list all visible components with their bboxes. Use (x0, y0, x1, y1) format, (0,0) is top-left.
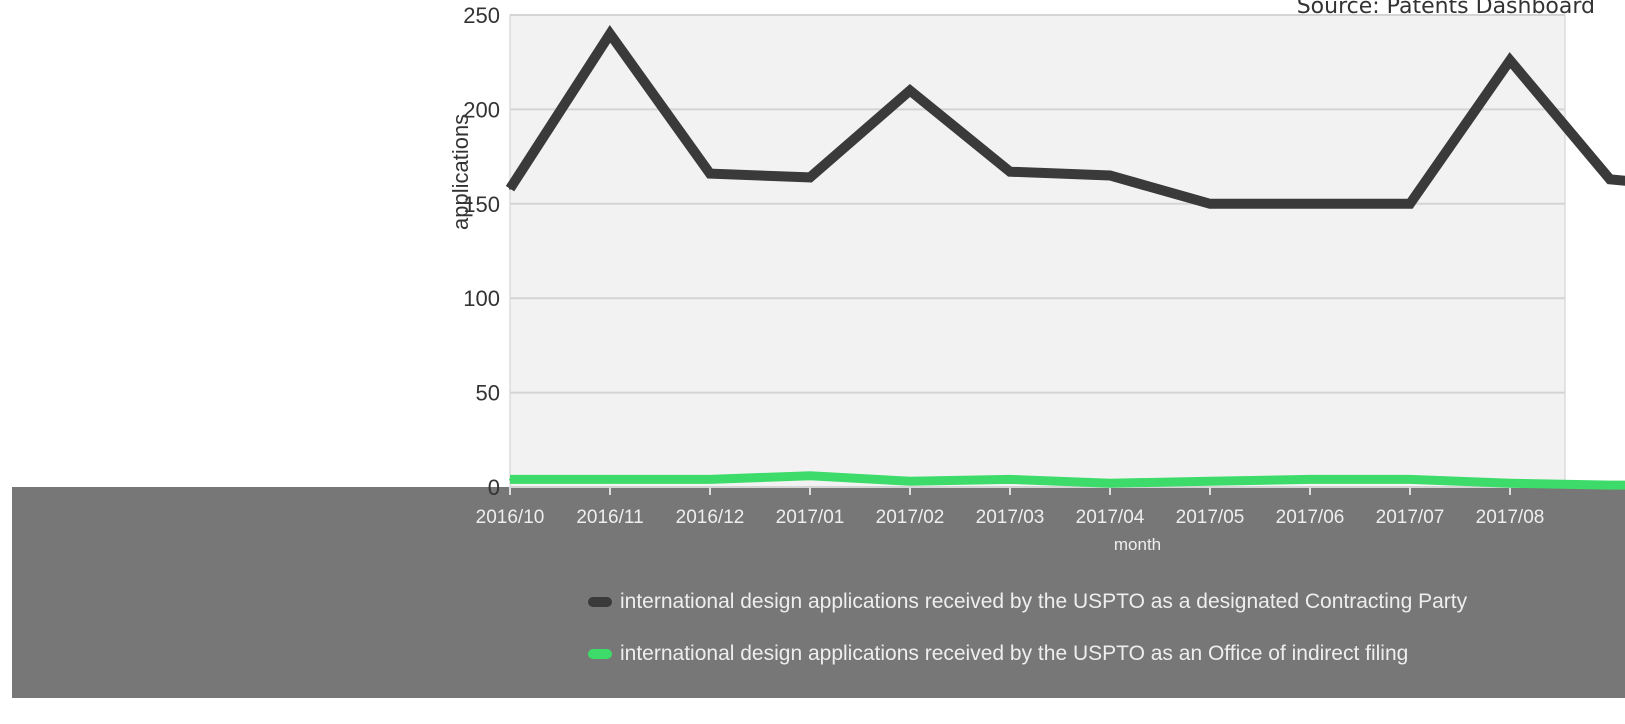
legend-item-indirect[interactable]: international design applications receiv… (588, 642, 1408, 666)
data-point (1109, 174, 1111, 176)
data-point (1509, 59, 1511, 61)
data-point (1409, 203, 1411, 205)
data-point (1209, 203, 1211, 205)
x-axis-title: month (1114, 535, 1161, 554)
data-point (509, 188, 511, 190)
y-tick-label: 100 (463, 286, 500, 311)
x-tick-label: 2017/05 (1176, 507, 1245, 528)
data-point (809, 475, 811, 477)
data-point (1609, 484, 1611, 486)
data-point (709, 173, 711, 175)
x-tick-label: 2016/10 (476, 507, 545, 528)
legend-swatch-green (588, 649, 612, 659)
x-tick-label: 2017/08 (1476, 507, 1545, 528)
data-point (609, 33, 611, 35)
plot-area (510, 15, 1565, 487)
series-line-1 (510, 476, 1625, 485)
data-point (1309, 478, 1311, 480)
y-tick-label: 250 (463, 3, 500, 28)
data-point (1109, 482, 1111, 484)
data-point (609, 478, 611, 480)
x-tick-label: 2017/01 (776, 507, 845, 528)
x-tick-label: 2017/07 (1376, 507, 1445, 528)
data-point (1009, 478, 1011, 480)
data-point (809, 176, 811, 178)
x-tick-label: 2016/11 (576, 507, 643, 528)
data-point (1509, 482, 1511, 484)
data-point (909, 480, 911, 482)
x-tick-label: 2017/03 (976, 507, 1045, 528)
data-point (909, 90, 911, 92)
data-point (709, 478, 711, 480)
y-tick-label: 0 (488, 475, 500, 500)
x-tick-label: 2017/06 (1276, 507, 1345, 528)
data-point (1409, 478, 1411, 480)
data-point (1009, 171, 1011, 173)
legend-item-designated[interactable]: international design applications receiv… (588, 590, 1467, 614)
legend-swatch-dark (588, 597, 612, 607)
x-tick-label: 2016/12 (676, 507, 745, 528)
y-tick-label: 50 (476, 381, 500, 406)
x-tick-label: 2017/02 (876, 507, 945, 528)
data-point (1209, 480, 1211, 482)
data-point (1309, 203, 1311, 205)
data-point (509, 478, 511, 480)
legend-label-indirect: international design applications receiv… (620, 642, 1408, 666)
x-tick-label: 2017/04 (1076, 507, 1145, 528)
legend-label-designated: international design applications receiv… (620, 590, 1467, 614)
data-point (1609, 178, 1611, 180)
y-axis-label: applications (448, 114, 474, 230)
